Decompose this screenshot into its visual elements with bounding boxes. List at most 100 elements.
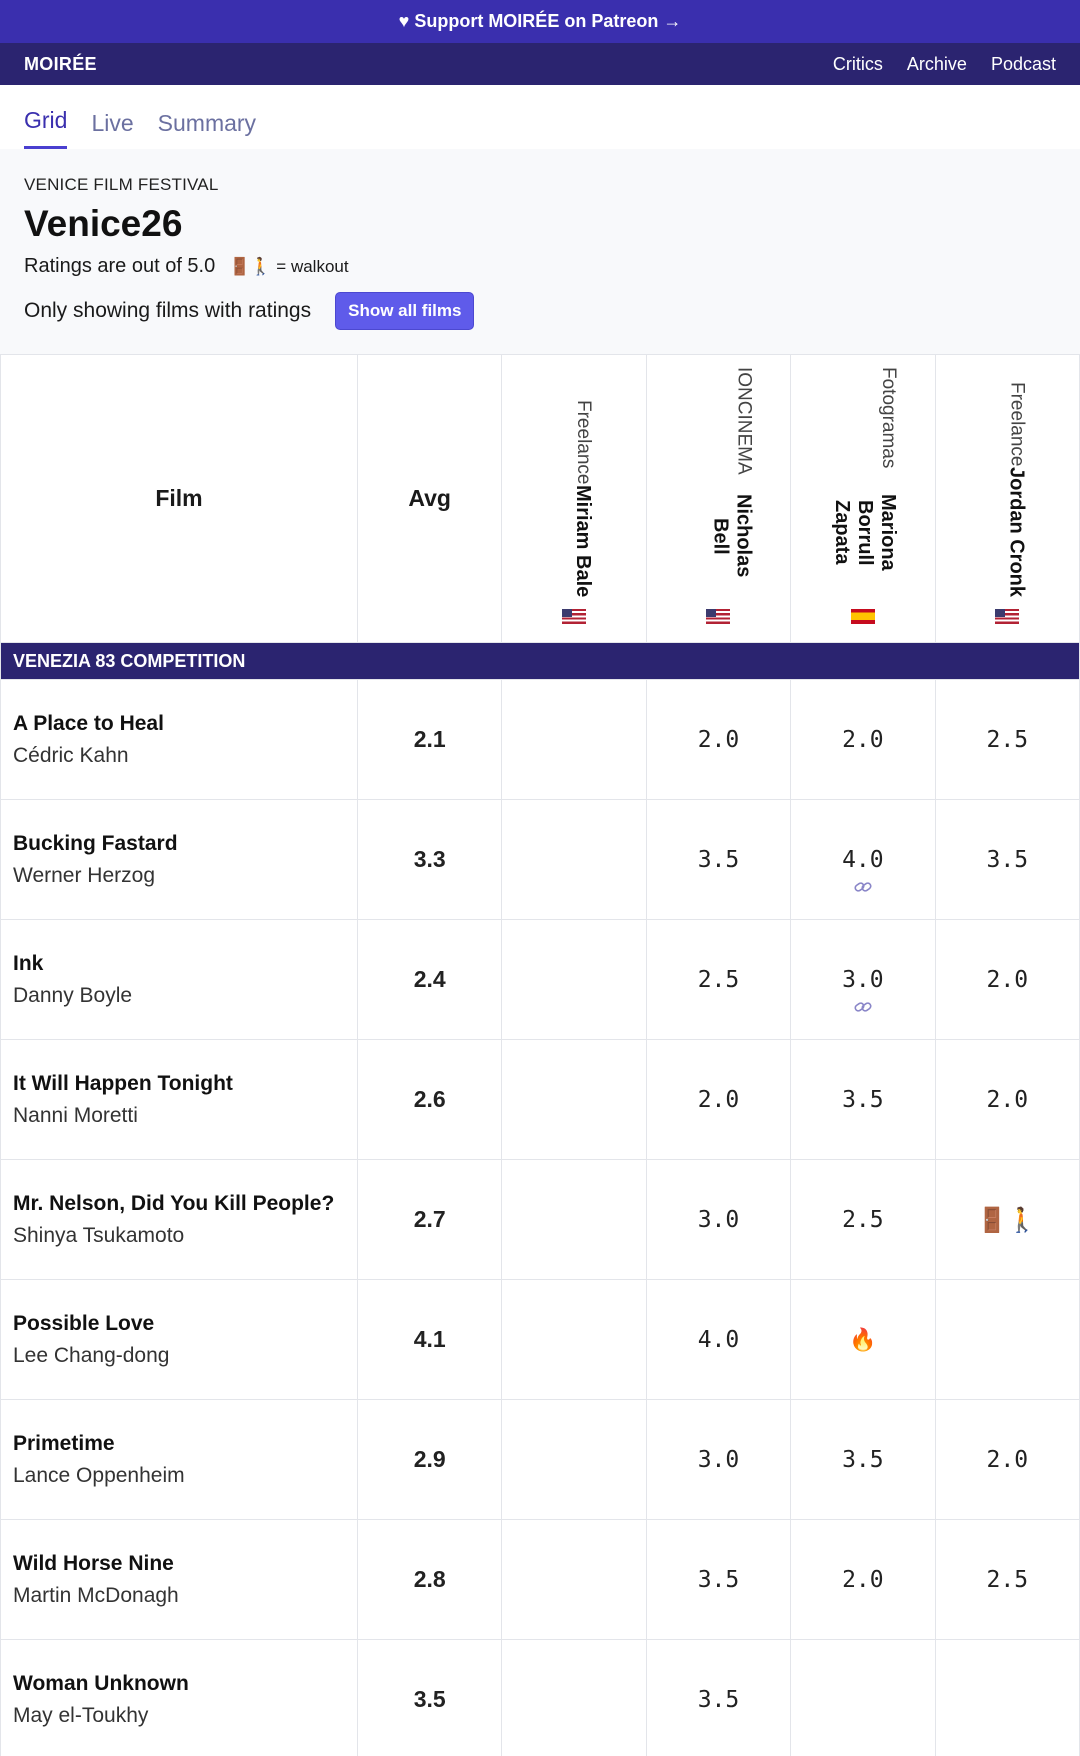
critic-score-cell: 2.0 bbox=[790, 679, 936, 800]
film-title[interactable]: Primetime bbox=[13, 1431, 115, 1455]
nav-podcast-link[interactable]: Podcast bbox=[990, 53, 1056, 74]
critic-score-cell bbox=[501, 679, 647, 800]
critic-score: 3.5 bbox=[697, 1566, 740, 1593]
show-all-films-button[interactable]: Show all films bbox=[335, 292, 475, 330]
review-link-icon[interactable] bbox=[853, 1000, 873, 1014]
critic-score-cell: 2.0 bbox=[790, 1519, 936, 1640]
critic-score-cell: 2.5 bbox=[934, 1519, 1080, 1640]
film-director: May el-Toukhy bbox=[13, 1703, 149, 1727]
film-cell: A Place to Heal Cédric Kahn bbox=[0, 679, 358, 800]
critic-score-cell bbox=[790, 1639, 936, 1756]
film-cell: It Will Happen Tonight Nanni Moretti bbox=[0, 1039, 358, 1160]
critic-name[interactable]: Jordan Cronk bbox=[1005, 466, 1028, 597]
critic-score-cell: 2.0 bbox=[934, 1039, 1080, 1160]
critic-score-cell bbox=[501, 1039, 647, 1160]
critic-score-cell bbox=[501, 1279, 647, 1400]
film-title[interactable]: Woman Unknown bbox=[13, 1671, 189, 1695]
critic-header-nicholas-bell[interactable]: Nicholas Bell IONCINEMA bbox=[645, 354, 792, 643]
ratings-note-row: Ratings are out of 5.0 🚪🚶 = walkout bbox=[24, 255, 1056, 278]
critic-name[interactable]: Miriam Bale bbox=[572, 484, 595, 597]
critic-score: 3.5 bbox=[697, 846, 740, 873]
film-cell: Ink Danny Boyle bbox=[0, 919, 358, 1040]
film-title[interactable]: Wild Horse Nine bbox=[13, 1551, 174, 1575]
critic-header-miriam-bale[interactable]: Miriam Bale Freelance bbox=[501, 354, 647, 643]
critic-score-cell bbox=[501, 919, 647, 1040]
critic-score: 4.0 bbox=[697, 1326, 740, 1353]
critic-score-cell: 3.0 bbox=[645, 1159, 792, 1280]
critic-score-cell: 3.5 bbox=[934, 799, 1080, 920]
film-cell: Bucking Fastard Werner Herzog bbox=[0, 799, 358, 920]
critic-score: 2.5 bbox=[697, 966, 740, 993]
critic-score: 2.0 bbox=[986, 1086, 1029, 1113]
critic-score-cell: 2.5 bbox=[934, 679, 1080, 800]
tab-grid[interactable]: Grid bbox=[24, 107, 68, 149]
critic-score-cell: 🚪🚶 bbox=[934, 1159, 1080, 1280]
critic-score-cell: 3.5 bbox=[645, 1639, 792, 1756]
critic-score-cell bbox=[934, 1639, 1080, 1756]
critic-score: 2.0 bbox=[697, 1086, 740, 1113]
critic-score-cell: 2.5 bbox=[790, 1159, 936, 1280]
critic-score-cell: 3.0 bbox=[645, 1399, 792, 1520]
film-title[interactable]: Ink bbox=[13, 951, 44, 975]
film-director: Martin McDonagh bbox=[13, 1583, 179, 1607]
nav-archive-link[interactable]: Archive bbox=[906, 53, 967, 74]
critic-score-cell: 3.5 bbox=[645, 1519, 792, 1640]
film-director: Shinya Tsukamoto bbox=[13, 1223, 185, 1247]
nav-links: Critics Archive Podcast bbox=[833, 54, 1056, 75]
critic-publication: Freelance bbox=[573, 400, 595, 485]
critic-header-jordan-cronk[interactable]: Jordan Cronk Freelance bbox=[934, 354, 1080, 643]
nav-critics-link[interactable]: Critics bbox=[832, 53, 883, 74]
patreon-banner[interactable]: ♥ Support MOIRÉE on Patreon → bbox=[0, 0, 1080, 43]
section-header-row: VENEZIA 83 COMPETITION bbox=[0, 642, 1080, 680]
film-column-header[interactable]: Film bbox=[0, 354, 358, 643]
film-title[interactable]: Bucking Fastard bbox=[13, 831, 178, 855]
walkout-icon: 🚪🚶 bbox=[977, 1205, 1038, 1234]
film-cell: Mr. Nelson, Did You Kill People? Shinya T… bbox=[0, 1159, 358, 1280]
critic-score-cell: 2.0 bbox=[934, 919, 1080, 1040]
average-score: 2.4 bbox=[356, 919, 503, 1040]
critic-score: 2.5 bbox=[842, 1206, 884, 1233]
walkout-legend: 🚪🚶 = walkout bbox=[229, 256, 349, 276]
film-rows: A Place to Heal Cédric Kahn 2.1 2.0 2.0 2.5 Bu… bbox=[0, 679, 1080, 1756]
review-link-icon[interactable] bbox=[853, 880, 873, 894]
film-cell: Woman Unknown May el-Toukhy bbox=[0, 1639, 358, 1756]
critic-score: 2.0 bbox=[986, 1446, 1029, 1473]
critic-header-mariona-borrull-zapata[interactable]: Mariona Borrull Zapata Fotogramas bbox=[790, 354, 936, 643]
section-title: VENEZIA 83 COMPETITION bbox=[0, 642, 1080, 680]
page-title: Venice26 bbox=[24, 203, 183, 244]
film-row: Ink Danny Boyle 2.4 2.5 3.0 2.0 bbox=[0, 919, 1080, 1040]
film-cell: Primetime Lance Oppenheim bbox=[0, 1399, 358, 1520]
grid-header-row: Film Avg Miriam Bale Freelance Nicholas … bbox=[0, 354, 1080, 643]
critic-score-cell: 4.0 bbox=[645, 1279, 792, 1400]
tab-live[interactable]: Live bbox=[91, 110, 134, 136]
film-row: Wild Horse Nine Martin McDonagh 2.8 3.5 2.0 2… bbox=[0, 1519, 1080, 1640]
film-title[interactable]: Possible Love bbox=[13, 1311, 155, 1335]
filter-row: Only showing films with ratings Show all… bbox=[24, 292, 1056, 330]
film-director: Lee Chang-dong bbox=[13, 1343, 170, 1367]
critic-score-cell: 3.5 bbox=[790, 1039, 936, 1160]
brand-logo[interactable]: MOIRÉE bbox=[24, 53, 97, 74]
festival-header: VENICE FILM FESTIVAL Venice26 Ratings ar… bbox=[0, 149, 1080, 354]
average-score: 2.6 bbox=[356, 1039, 503, 1160]
film-row: It Will Happen Tonight Nanni Moretti 2.6 2.… bbox=[0, 1039, 1080, 1160]
critic-publication: Freelance bbox=[1006, 382, 1028, 467]
critic-score-cell bbox=[501, 799, 647, 920]
critic-score: 3.5 bbox=[842, 1446, 884, 1473]
film-title[interactable]: It Will Happen Tonight bbox=[13, 1071, 233, 1095]
critic-score: 2.5 bbox=[986, 726, 1029, 753]
critic-publication: Fotogramas bbox=[877, 367, 899, 469]
tab-summary[interactable]: Summary bbox=[157, 110, 257, 136]
film-row: Primetime Lance Oppenheim 2.9 3.0 3.5 2.0 bbox=[0, 1399, 1080, 1520]
patreon-banner-text[interactable]: ♥ Support MOIRÉE on Patreon → bbox=[398, 11, 682, 31]
critic-name[interactable]: Mariona Borrull Zapata bbox=[830, 494, 899, 572]
critic-score-cell: 3.0 bbox=[790, 919, 936, 1040]
avg-column-header[interactable]: Avg bbox=[356, 354, 503, 643]
critic-name[interactable]: Nicholas Bell bbox=[709, 494, 755, 578]
average-score: 3.3 bbox=[356, 799, 503, 920]
critic-score: 3.5 bbox=[697, 1686, 740, 1713]
average-score: 3.5 bbox=[356, 1639, 503, 1756]
critic-score-cell: 3.5 bbox=[790, 1399, 936, 1520]
film-row: Possible Love Lee Chang-dong 4.1 4.0 🔥 bbox=[0, 1279, 1080, 1400]
film-title[interactable]: Mr. Nelson, Did You Kill People? bbox=[13, 1191, 335, 1215]
film-title[interactable]: A Place to Heal bbox=[13, 711, 164, 735]
